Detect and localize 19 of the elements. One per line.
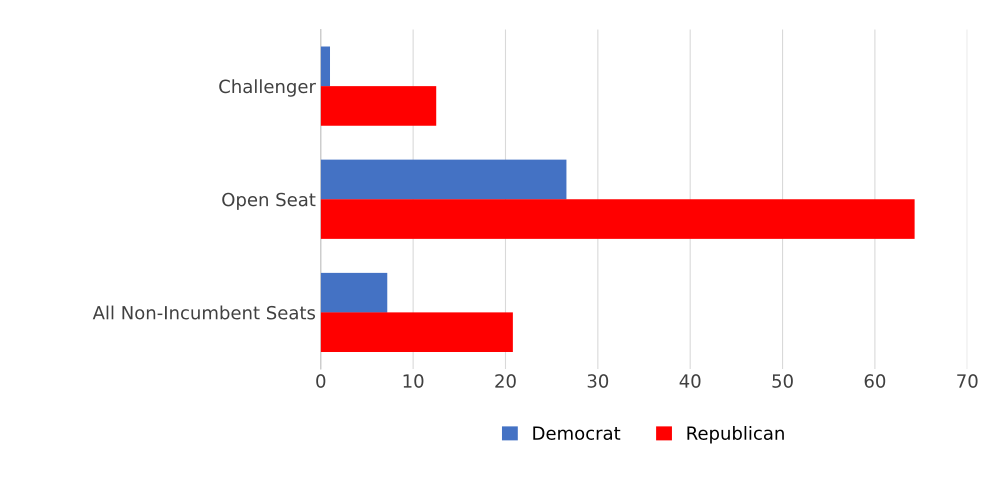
x-tick-label: 10 — [404, 374, 424, 388]
bar — [320, 86, 436, 126]
x-tick-label: 60 — [864, 374, 886, 388]
y-tick-label: All Non-Incumbent Seats — [92, 306, 316, 320]
bar — [320, 160, 566, 200]
y-tick-label: Challenger — [219, 79, 316, 97]
x-tick-label: 20 — [495, 374, 516, 388]
bar — [320, 312, 513, 352]
legend-label: Republican — [687, 426, 784, 444]
x-tick-label: 50 — [772, 374, 793, 388]
x-tick-label: 30 — [588, 374, 608, 388]
x-tick-label: 0 — [316, 374, 326, 388]
legend-label: Democrat — [533, 426, 620, 440]
bar — [320, 199, 915, 239]
bar — [320, 272, 388, 312]
y-tick-label: Open Seat — [222, 192, 316, 210]
x-tick-label: 40 — [680, 374, 700, 388]
bar — [320, 46, 330, 86]
x-tick-label: 70 — [957, 374, 978, 388]
